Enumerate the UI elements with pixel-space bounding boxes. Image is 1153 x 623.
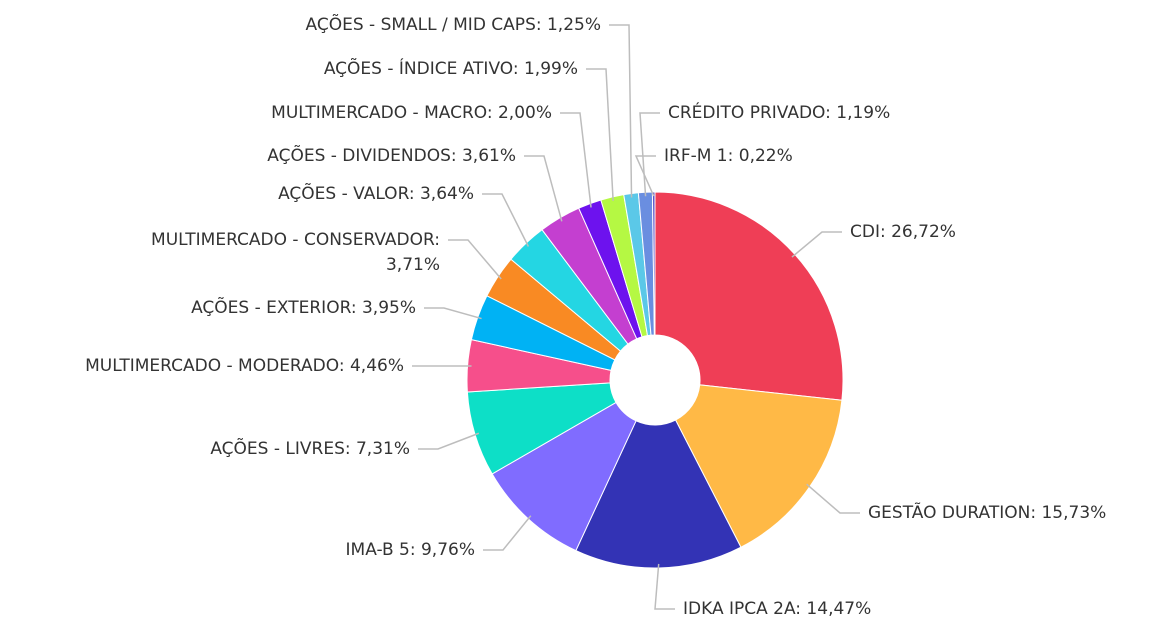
data-label: AÇÕES - EXTERIOR: 3,95% (191, 296, 416, 318)
leader-line (791, 231, 842, 258)
leader-line (634, 155, 656, 197)
leader-line (639, 112, 660, 197)
slice (491, 401, 637, 552)
data-label: IRF-M 1: 0,22% (664, 146, 793, 166)
leader-line (448, 239, 502, 280)
leader-line (524, 155, 563, 222)
slice (651, 191, 656, 336)
slice (654, 191, 844, 401)
leader-line (483, 515, 532, 551)
leader-line (654, 563, 675, 610)
data-label: CRÉDITO PRIVADO: 1,19% (668, 101, 890, 123)
slice (575, 419, 742, 569)
data-label: AÇÕES - SMALL / MID CAPS: 1,25% (306, 13, 601, 35)
data-label: IDKA IPCA 2A: 14,47% (683, 599, 871, 619)
leader-line (586, 68, 614, 201)
leader-line (424, 307, 482, 320)
leader-line (482, 193, 530, 247)
data-label: AÇÕES - VALOR: 3,64% (278, 182, 474, 204)
data-label: MULTIMERCADO - MODERADO: 4,46% (85, 356, 404, 376)
leader-line (560, 112, 592, 208)
data-label: CDI: 26,72% (850, 222, 956, 242)
slice (674, 384, 843, 548)
leader-line (418, 432, 480, 450)
data-label: GESTÃO DURATION: 15,73% (868, 501, 1106, 523)
data-label: AÇÕES - LIVRES: 7,31% (210, 437, 410, 459)
data-label: AÇÕES - ÍNDICE ATIVO: 1,99% (324, 57, 578, 79)
leader-line (806, 483, 860, 514)
leader-line (609, 24, 633, 198)
data-label: MULTIMERCADO - MACRO: 2,00% (271, 103, 552, 123)
data-label: MULTIMERCADO - CONSERVADOR: 3,71% (151, 230, 440, 275)
data-label: AÇÕES - DIVIDENDOS: 3,61% (267, 144, 516, 166)
data-label: IMA-B 5: 9,76% (346, 540, 475, 560)
